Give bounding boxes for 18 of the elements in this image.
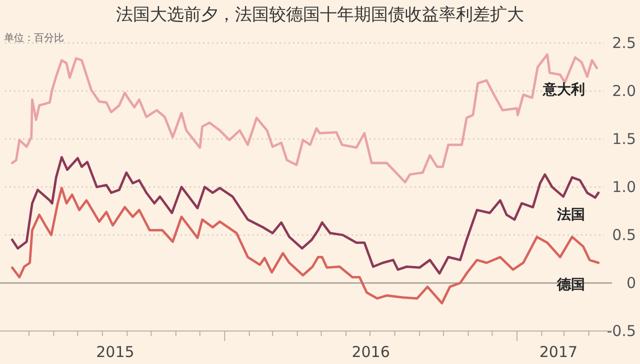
- y-tick-label: 0.5: [612, 226, 636, 244]
- y-tick-label: 1.0: [612, 178, 636, 196]
- x-tick-label: 2015: [96, 343, 134, 361]
- line-series: [11, 53, 598, 184]
- line-series: [11, 186, 600, 304]
- series-label: 意大利: [542, 80, 585, 98]
- chart-subtitle: 单位：百分比: [4, 32, 64, 44]
- y-tick-label: 2.0: [612, 82, 636, 100]
- series-label: 德国: [556, 276, 585, 293]
- y-tick-label: -0.5: [606, 322, 636, 340]
- x-tick-label: 2017: [539, 343, 578, 361]
- series-label: 法国: [556, 206, 585, 223]
- line-series: [11, 156, 600, 275]
- y-tick-label: 2.5: [612, 34, 636, 52]
- x-tick-label: 2016: [352, 343, 390, 361]
- chart-title: 法国大选前夕，法国较德国十年期国债收益率利差扩大: [116, 5, 524, 25]
- y-tick-label: 0: [626, 274, 636, 292]
- y-tick-label: 1.5: [612, 130, 636, 148]
